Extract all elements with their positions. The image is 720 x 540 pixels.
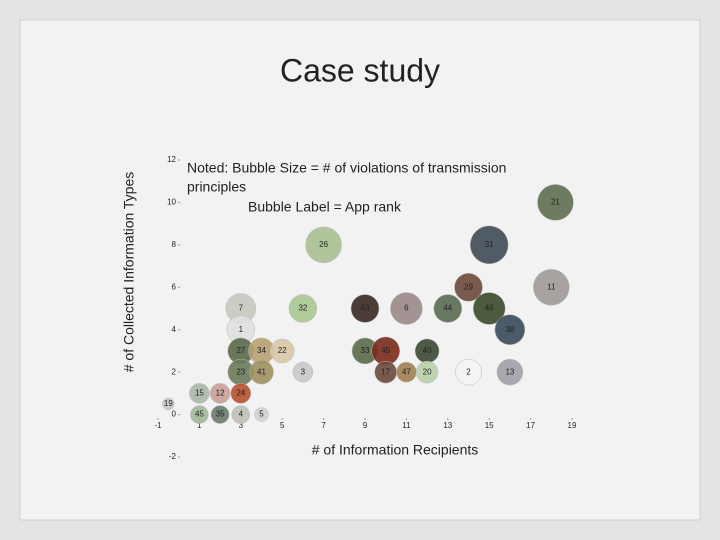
x-tick-label: 3	[239, 421, 244, 430]
bubble	[433, 294, 463, 323]
bubble-label: 17	[381, 367, 390, 376]
bubble-label: 24	[236, 388, 245, 397]
bubble-label: 2	[466, 367, 471, 376]
bubble-label: 21	[551, 198, 560, 207]
bubble	[209, 383, 231, 404]
x-tick-label: 5	[280, 421, 285, 430]
bubble-label: 26	[319, 240, 328, 249]
bubble	[230, 383, 252, 404]
bubble	[494, 314, 526, 345]
bubble-label: 44	[443, 304, 452, 313]
y-tick-label: 2	[172, 367, 177, 376]
bubble	[469, 225, 509, 265]
bubble-label: 20	[423, 367, 432, 376]
y-axis-label: # of Collected Information Types	[121, 172, 137, 373]
annotation: principles	[187, 179, 246, 195]
x-tick-label: 1	[197, 421, 202, 430]
bubble	[288, 294, 318, 323]
bubble-label: 45	[381, 346, 390, 355]
bubble-label: 19	[164, 399, 173, 408]
bubble	[292, 361, 314, 383]
bubble-label: 5	[259, 410, 264, 419]
x-tick-label: 15	[485, 421, 494, 430]
bubble	[269, 338, 295, 364]
y-tick-label: 0	[172, 410, 177, 419]
bubble-label: 41	[257, 367, 266, 376]
x-tick-label: -1	[154, 421, 162, 430]
bubble-label: 34	[257, 346, 266, 355]
y-tick-label: 6	[172, 282, 177, 291]
bubble	[210, 405, 230, 424]
slide-panel	[19, 19, 701, 521]
y-tick-label: 8	[172, 240, 177, 249]
bubble	[537, 184, 574, 221]
bubble	[231, 405, 251, 424]
bubble	[533, 269, 570, 306]
bubble-label: 43	[361, 304, 370, 313]
bubble	[305, 226, 342, 264]
bubble	[390, 292, 423, 325]
x-tick-label: 9	[363, 421, 368, 430]
bubble-label: 45	[195, 410, 204, 419]
bubble-label: 15	[195, 388, 204, 397]
bubble-label: 31	[485, 240, 494, 249]
x-tick-label: 13	[443, 421, 452, 430]
bubble-label: 3	[301, 367, 306, 376]
bubble-label: 32	[298, 304, 307, 313]
bubble-label: 7	[239, 304, 244, 313]
annotation: Noted: Bubble Size = # of violations of …	[187, 160, 506, 176]
bubble	[454, 273, 483, 302]
bubble-label: 13	[505, 367, 514, 376]
y-tick-label: 4	[172, 325, 177, 334]
x-tick-label: 7	[321, 421, 326, 430]
bubble-label: 4	[239, 410, 244, 419]
x-tick-label: 19	[568, 421, 577, 430]
bubble-label: 1	[239, 325, 244, 334]
chart-title: Case study	[280, 52, 440, 88]
x-axis-label: # of Information Recipients	[312, 442, 479, 458]
bubble	[249, 359, 274, 385]
bubble	[254, 407, 269, 422]
bubble-label: 22	[278, 346, 287, 355]
bubble	[190, 405, 209, 424]
x-tick-label: 11	[402, 421, 411, 430]
bubble-label: 6	[404, 304, 409, 313]
bubble	[496, 358, 524, 386]
bubble	[350, 294, 380, 323]
bubble-label: 23	[236, 367, 245, 376]
bubble	[415, 360, 439, 384]
y-tick-label: 12	[167, 155, 176, 164]
bubble-label: 29	[464, 282, 473, 291]
bubble	[162, 397, 175, 411]
bubble-label: 11	[547, 282, 556, 291]
annotation: Bubble Label = App rank	[248, 199, 402, 215]
bubble-label: 40	[423, 346, 432, 355]
bubble-label: 27	[236, 346, 245, 355]
bubble-label: 47	[402, 367, 411, 376]
bubble	[189, 383, 210, 404]
y-tick-label: 10	[167, 198, 176, 207]
bubble-label: 38	[505, 325, 514, 334]
bubble-label: 35	[216, 410, 225, 419]
bubble-label: 33	[361, 346, 370, 355]
bubble	[455, 358, 482, 386]
bubble-label: 46	[485, 304, 494, 313]
bubble-label: 12	[216, 388, 225, 397]
x-tick-label: 17	[526, 421, 535, 430]
y-tick-label: -2	[169, 452, 177, 461]
bubble	[472, 292, 506, 325]
